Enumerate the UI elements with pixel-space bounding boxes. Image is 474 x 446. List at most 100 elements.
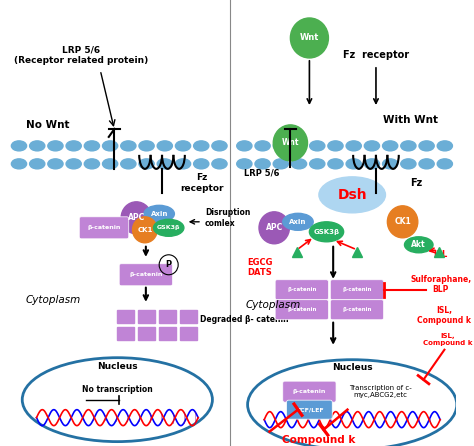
Ellipse shape <box>237 141 252 151</box>
Bar <box>118 327 135 340</box>
Text: Axin: Axin <box>289 219 307 225</box>
Ellipse shape <box>346 159 361 169</box>
Text: EGCG
DATS: EGCG DATS <box>247 258 273 277</box>
Bar <box>159 327 176 340</box>
Circle shape <box>159 255 178 275</box>
Text: β-catenin: β-catenin <box>342 287 372 292</box>
Ellipse shape <box>139 141 154 151</box>
Text: Degraded β- catenin: Degraded β- catenin <box>200 315 289 324</box>
Bar <box>138 327 155 340</box>
Ellipse shape <box>139 159 154 169</box>
Text: Akt: Akt <box>411 240 426 249</box>
Ellipse shape <box>212 141 227 151</box>
Text: CK1: CK1 <box>137 227 153 233</box>
Text: Axin: Axin <box>150 211 168 217</box>
Text: Nucleus: Nucleus <box>97 362 137 371</box>
Text: ISL: ISL <box>433 250 447 259</box>
Circle shape <box>259 212 290 244</box>
Text: TCF/LEF: TCF/LEF <box>296 407 323 412</box>
Ellipse shape <box>273 159 288 169</box>
Text: With Wnt: With Wnt <box>383 115 438 125</box>
Text: Wnt: Wnt <box>282 138 299 147</box>
Ellipse shape <box>319 177 385 213</box>
FancyBboxPatch shape <box>275 280 328 300</box>
Bar <box>118 310 135 323</box>
Ellipse shape <box>194 159 209 169</box>
Text: Fz
receptor: Fz receptor <box>180 173 224 193</box>
Ellipse shape <box>66 141 81 151</box>
Bar <box>180 327 197 340</box>
Ellipse shape <box>401 159 416 169</box>
Bar <box>180 310 197 323</box>
Ellipse shape <box>48 141 63 151</box>
Ellipse shape <box>102 159 118 169</box>
Text: GSK3β: GSK3β <box>313 229 339 235</box>
Ellipse shape <box>365 159 380 169</box>
Ellipse shape <box>11 141 27 151</box>
Text: Cytoplasm: Cytoplasm <box>26 295 82 305</box>
Text: ISL,
Compound k: ISL, Compound k <box>418 306 472 326</box>
Ellipse shape <box>237 159 252 169</box>
Text: β-catenin: β-catenin <box>293 389 326 394</box>
Ellipse shape <box>66 159 81 169</box>
Ellipse shape <box>157 159 173 169</box>
Ellipse shape <box>175 141 191 151</box>
Ellipse shape <box>29 159 45 169</box>
Text: Sulforaphane,
BLP: Sulforaphane, BLP <box>410 275 471 294</box>
Ellipse shape <box>401 141 416 151</box>
Text: β-catenin: β-catenin <box>287 307 317 312</box>
Text: Fz  receptor: Fz receptor <box>343 50 409 60</box>
FancyBboxPatch shape <box>275 300 328 320</box>
Ellipse shape <box>346 141 361 151</box>
Ellipse shape <box>292 141 307 151</box>
FancyBboxPatch shape <box>330 280 383 300</box>
Text: Compound k: Compound k <box>282 434 356 445</box>
Ellipse shape <box>48 159 63 169</box>
Ellipse shape <box>365 141 380 151</box>
Ellipse shape <box>255 159 270 169</box>
Text: CK1: CK1 <box>394 217 411 226</box>
Ellipse shape <box>194 141 209 151</box>
Ellipse shape <box>419 141 434 151</box>
FancyBboxPatch shape <box>330 300 383 320</box>
Text: β-catenin: β-catenin <box>87 225 121 230</box>
Ellipse shape <box>212 159 227 169</box>
Ellipse shape <box>11 159 27 169</box>
Ellipse shape <box>419 159 434 169</box>
Ellipse shape <box>383 159 398 169</box>
Circle shape <box>273 125 308 161</box>
Circle shape <box>291 18 328 58</box>
Text: APC: APC <box>265 223 283 232</box>
Text: LRP 5/6: LRP 5/6 <box>244 168 280 178</box>
Text: β-catenin: β-catenin <box>342 307 372 312</box>
Ellipse shape <box>154 219 184 236</box>
Bar <box>159 310 176 323</box>
Text: APC: APC <box>128 213 145 222</box>
Ellipse shape <box>292 159 307 169</box>
Bar <box>138 310 155 323</box>
Circle shape <box>121 202 152 234</box>
Ellipse shape <box>144 205 174 222</box>
Ellipse shape <box>383 141 398 151</box>
Text: Transcription of c-
myc,ABCG2,etc: Transcription of c- myc,ABCG2,etc <box>349 385 412 398</box>
Text: No transcription: No transcription <box>82 385 153 394</box>
Ellipse shape <box>328 159 343 169</box>
FancyBboxPatch shape <box>119 264 173 286</box>
Text: Cytoplasm: Cytoplasm <box>246 300 301 310</box>
Text: β-catenin: β-catenin <box>129 272 163 277</box>
Ellipse shape <box>310 159 325 169</box>
Ellipse shape <box>102 141 118 151</box>
Text: Wnt: Wnt <box>300 33 319 42</box>
FancyBboxPatch shape <box>287 400 332 419</box>
Ellipse shape <box>310 141 325 151</box>
Text: Fz: Fz <box>410 178 422 188</box>
Circle shape <box>133 217 157 243</box>
Text: Dsh: Dsh <box>337 188 367 202</box>
Ellipse shape <box>310 222 344 242</box>
Ellipse shape <box>328 141 343 151</box>
FancyBboxPatch shape <box>79 217 129 239</box>
Ellipse shape <box>29 141 45 151</box>
Ellipse shape <box>437 159 452 169</box>
Ellipse shape <box>121 141 136 151</box>
Text: LRP 5/6
(Receptor related protein): LRP 5/6 (Receptor related protein) <box>14 45 148 65</box>
